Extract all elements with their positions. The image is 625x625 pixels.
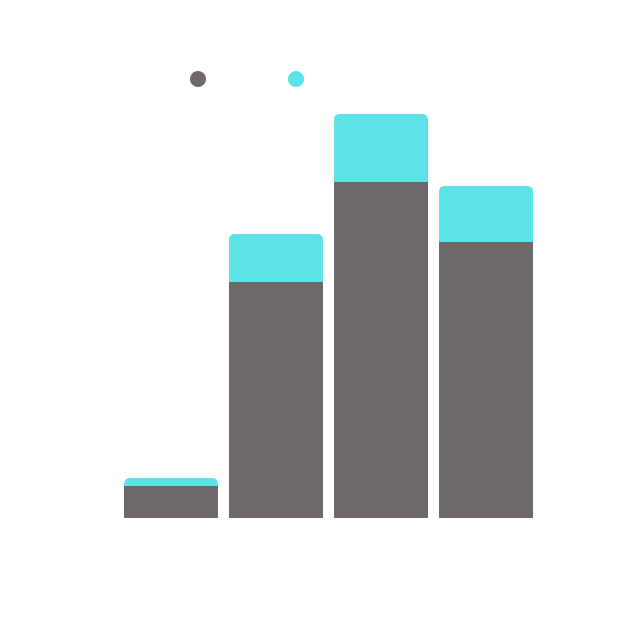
chart-legend xyxy=(190,71,304,87)
bar-series-1-category-4 xyxy=(439,242,533,518)
bar-series-1-category-1 xyxy=(124,486,218,518)
bar-series-2-category-2 xyxy=(229,234,323,282)
bar-series-2-category-1 xyxy=(124,478,218,486)
legend-marker-series-2 xyxy=(288,71,304,87)
bar-series-2-category-3 xyxy=(334,114,428,182)
plot-area xyxy=(124,114,533,518)
bar-series-1-category-2 xyxy=(229,282,323,518)
legend-marker-series-1 xyxy=(190,71,206,87)
bar-series-2-category-4 xyxy=(439,186,533,242)
bar-series-1-category-3 xyxy=(334,182,428,518)
